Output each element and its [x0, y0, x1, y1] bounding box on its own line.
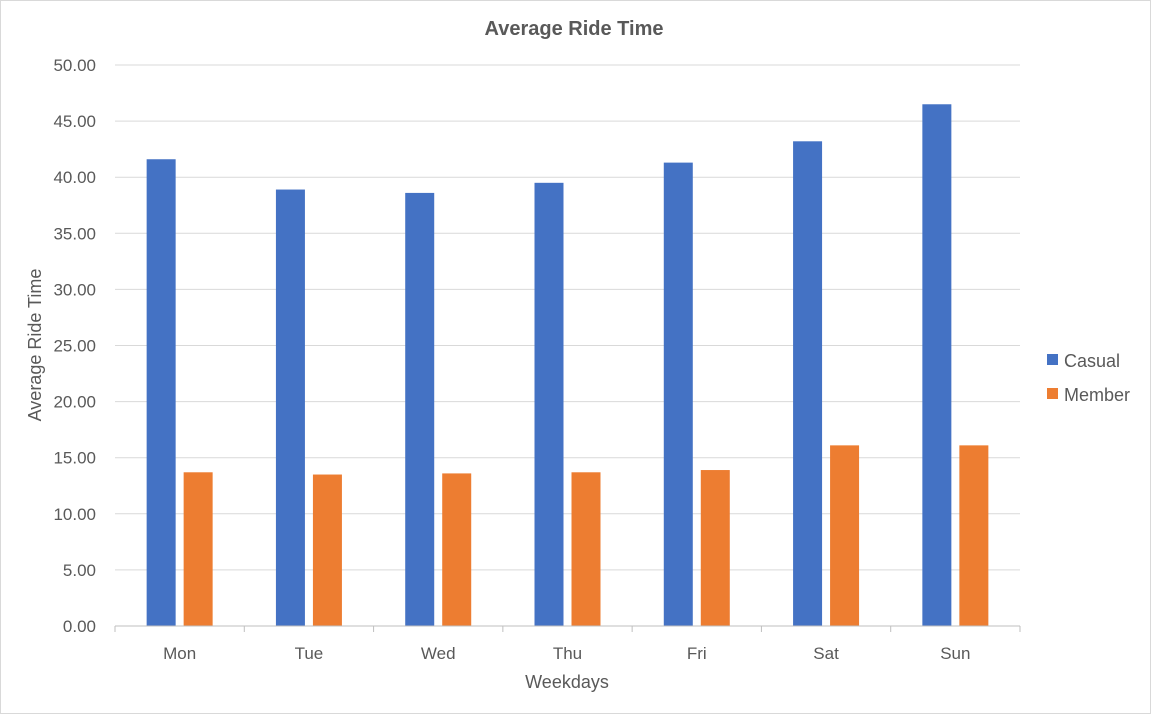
y-tick-label: 30.00: [53, 280, 96, 299]
chart-title: Average Ride Time: [485, 18, 664, 40]
x-tick-labels: Mon Tue Wed Thu Fri Sat Sun: [163, 644, 970, 663]
y-axis-title: Average Ride Time: [25, 269, 45, 422]
x-tick-label: Tue: [295, 644, 324, 663]
y-tick-label: 50.00: [53, 56, 96, 75]
bar-casual-sat: [793, 141, 823, 626]
x-tick-label: Sun: [940, 644, 970, 663]
legend-swatch-member: [1047, 388, 1058, 399]
legend-label-casual: Casual: [1064, 351, 1120, 371]
x-axis-title: Weekdays: [525, 672, 609, 692]
bar-member-fri: [700, 470, 730, 626]
y-tick-label: 40.00: [53, 168, 96, 187]
bar-casual-wed: [405, 192, 435, 626]
gridlines: [115, 64, 1020, 571]
y-tick-label: 45.00: [53, 112, 96, 131]
y-tick-labels: 0.00 5.00 10.00 15.00 20.00 25.00 30.00 35.00 40…: [53, 56, 96, 636]
bar-casual-mon: [146, 159, 176, 627]
y-tick-label: 5.00: [63, 561, 96, 580]
x-axis: [114, 625, 1021, 632]
bar-member-sat: [830, 445, 860, 626]
bar-member-mon: [183, 472, 213, 626]
y-tick-label: 15.00: [53, 449, 96, 468]
x-tick-label: Sat: [813, 644, 839, 663]
y-tick-label: 35.00: [53, 224, 96, 243]
bar-casual-fri: [663, 162, 693, 626]
bar-casual-sun: [922, 104, 952, 626]
bar-casual-tue: [275, 189, 305, 627]
y-tick-label: 20.00: [53, 393, 96, 412]
legend: Casual Member: [1047, 351, 1130, 405]
bar-casual-thu: [534, 182, 564, 626]
x-tick-label: Fri: [687, 644, 707, 663]
y-tick-label: 0.00: [63, 617, 96, 636]
x-tick-label: Wed: [421, 644, 456, 663]
bar-member-thu: [571, 472, 601, 626]
bar-member-tue: [312, 474, 342, 626]
legend-label-member: Member: [1064, 385, 1130, 405]
y-tick-label: 25.00: [53, 337, 96, 356]
bar-member-sun: [959, 445, 989, 626]
legend-swatch-casual: [1047, 354, 1058, 365]
bar-member-wed: [442, 473, 472, 626]
x-tick-label: Thu: [553, 644, 582, 663]
bars: [146, 104, 989, 627]
y-tick-label: 10.00: [53, 505, 96, 524]
x-tick-label: Mon: [163, 644, 196, 663]
